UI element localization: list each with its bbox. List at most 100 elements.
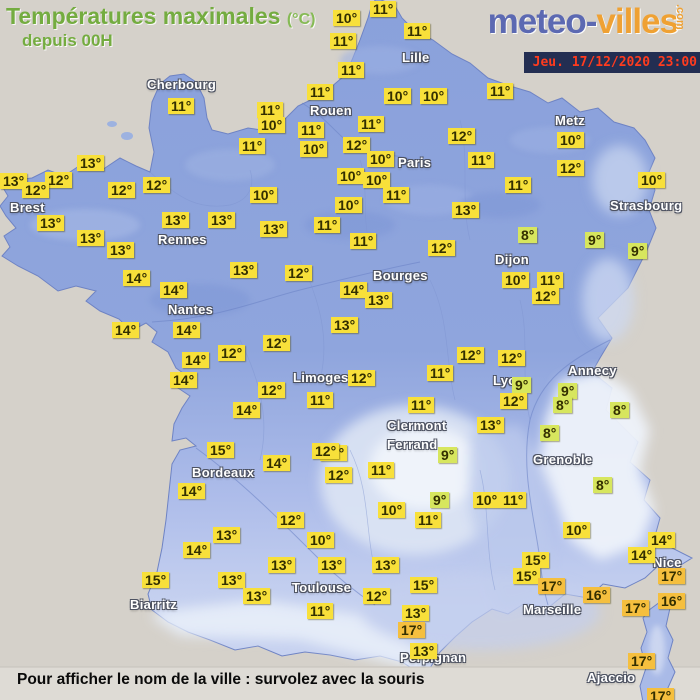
city-label-strasbourg[interactable]: Strasbourg [610, 198, 683, 213]
temp-badge: 12° [277, 512, 305, 528]
city-label-biarritz[interactable]: Biarritz [130, 597, 178, 612]
temp-badge: 11° [368, 462, 395, 478]
city-label-lille[interactable]: Lille [402, 50, 430, 65]
temp-badge: 12° [348, 370, 376, 386]
temp-badge: 17° [647, 688, 675, 700]
temp-badge: 16° [583, 587, 611, 603]
temp-badge: 9° [558, 383, 578, 399]
temp-badge: 10° [502, 272, 530, 288]
temp-badge: 13° [230, 262, 258, 278]
temp-badge: 9° [628, 243, 648, 259]
logo-com-suffix: .com [674, 4, 687, 30]
temp-badge: 10° [473, 492, 501, 508]
temp-badge: 14° [648, 532, 676, 548]
city-label-dijon[interactable]: Dijon [495, 252, 529, 267]
city-label-marseille[interactable]: Marseille [523, 602, 582, 617]
temp-badge: 14° [178, 483, 206, 499]
temp-badge: 14° [173, 322, 201, 338]
city-label-nice[interactable]: Nice [653, 555, 682, 570]
temp-badge: 13° [268, 557, 296, 573]
temp-badge: 11° [500, 492, 527, 508]
city-label-toulouse[interactable]: Toulouse [292, 580, 352, 595]
pyrenees-highlight [152, 600, 428, 672]
temp-badge: 12° [532, 288, 560, 304]
temp-badge: 10° [420, 88, 448, 104]
temp-badge: 11° [487, 83, 514, 99]
temp-badge: 12° [45, 172, 73, 188]
temp-badge: 13° [208, 212, 236, 228]
city-label-nantes[interactable]: Nantes [168, 302, 214, 317]
city-label-cherbourg[interactable]: Cherbourg [147, 77, 217, 92]
temp-badge: 12° [22, 182, 50, 198]
temp-badge: 10° [563, 522, 591, 538]
temp-badge: 12° [557, 160, 585, 176]
temp-badge: 11° [370, 1, 397, 17]
temp-badge: 13° [452, 202, 480, 218]
temp-badge: 11° [307, 84, 334, 100]
temp-badge: 12° [143, 177, 171, 193]
temp-badge: 15° [513, 568, 541, 584]
temp-badge: 10° [367, 151, 395, 167]
city-label-rennes[interactable]: Rennes [158, 232, 207, 247]
temp-badge: 11° [505, 177, 532, 193]
temp-badge: 13° [162, 212, 190, 228]
city-label-brest[interactable]: Brest [10, 200, 45, 215]
temp-badge: 13° [213, 527, 241, 543]
city-label-limoges[interactable]: Limoges [293, 370, 349, 385]
temp-badge: 12° [312, 443, 340, 459]
logo-part-blue: meteo- [487, 2, 598, 41]
city-label-grenoble[interactable]: Grenoble [533, 452, 593, 467]
city-label-bordeaux[interactable]: Bordeaux [192, 465, 255, 480]
city-label-ferrand[interactable]: Ferrand [387, 437, 438, 452]
temp-badge: 11° [408, 397, 435, 413]
temp-badge: 14° [233, 402, 261, 418]
temp-badge: 12° [428, 240, 456, 256]
city-label-bourges[interactable]: Bourges [373, 268, 428, 283]
temp-badge: 10° [337, 168, 365, 184]
temp-badge: 10° [378, 502, 406, 518]
city-label-metz[interactable]: Metz [555, 113, 586, 128]
temp-badge: 11° [537, 272, 564, 288]
city-label-clermont[interactable]: Clermont [387, 418, 447, 433]
temp-badge: 13° [107, 242, 135, 258]
footer-help-text: Pour afficher le nom de la ville : survo… [17, 671, 425, 688]
temp-badge: 15° [207, 442, 235, 458]
temp-badge: 10° [300, 141, 328, 157]
temp-badge: 14° [123, 270, 151, 286]
temp-badge: 14° [182, 352, 210, 368]
temp-badge: 9° [438, 447, 458, 463]
temp-badge: 13° [410, 643, 438, 659]
temp-badge: 11° [358, 116, 385, 132]
temp-badge: 16° [658, 593, 686, 609]
temp-badge: 12° [448, 128, 476, 144]
temp-badge: 13° [77, 230, 105, 246]
temp-badge: 8° [518, 227, 538, 243]
temp-badge: 10° [384, 88, 412, 104]
temp-badge: 14° [170, 372, 198, 388]
temp-badge: 14° [183, 542, 211, 558]
temp-badge: 12° [258, 382, 286, 398]
temp-badge: 11° [383, 187, 410, 203]
temp-badge: 13° [0, 173, 28, 189]
city-label-paris[interactable]: Paris [398, 155, 432, 170]
temp-badge: 13° [365, 292, 393, 308]
meteo-villes-logo[interactable]: meteo-villes .com [487, 2, 686, 42]
temp-badge: 17° [658, 568, 686, 584]
city-label-ajaccio[interactable]: Ajaccio [587, 670, 636, 685]
temp-badge: 12° [363, 588, 391, 604]
temp-badge: 10° [638, 172, 666, 188]
temp-badge: 11° [338, 62, 365, 78]
footer-strip [0, 667, 700, 700]
temp-badge: 13° [260, 221, 288, 237]
temp-badge: 10° [307, 532, 335, 548]
city-label-annecy[interactable]: Annecy [568, 363, 617, 378]
city-label-rouen[interactable]: Rouen [310, 103, 352, 118]
temp-badge: 10° [557, 132, 585, 148]
datetime-badge: Jeu. 17/12/2020 23:00 [523, 52, 700, 73]
jura [582, 258, 634, 342]
temp-badge: 11° [257, 102, 284, 118]
temp-badge: 10° [333, 10, 361, 26]
temp-badge: 17° [622, 600, 650, 616]
temp-badge: 12° [108, 182, 136, 198]
